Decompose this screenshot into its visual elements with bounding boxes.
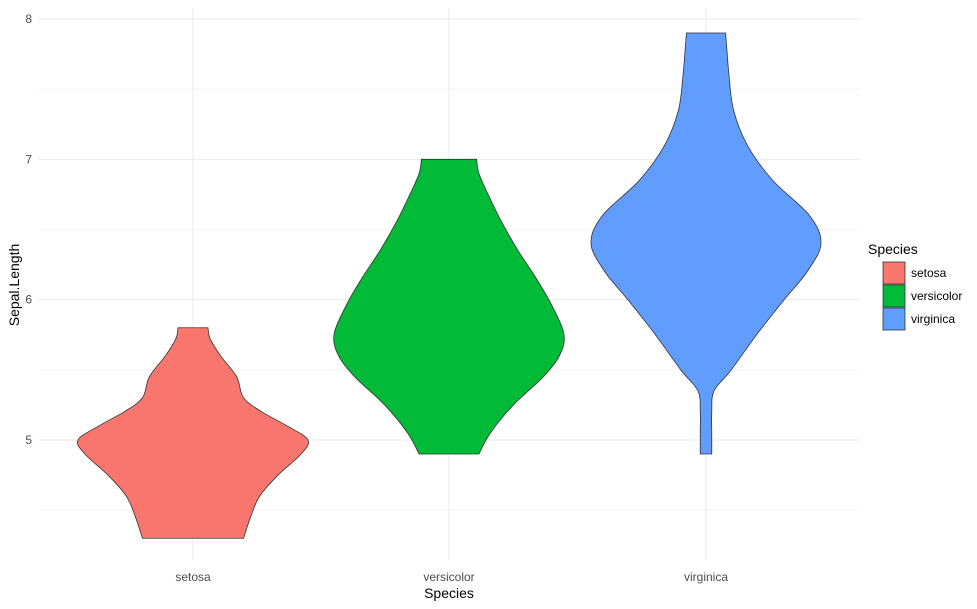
y-tick-label: 6 <box>25 293 32 307</box>
legend-label: versicolor <box>911 289 962 303</box>
legend-key-virginica <box>882 307 906 331</box>
y-axis-title: Sepal.Length <box>6 244 22 327</box>
axes: Species Sepal.Length 5 6 7 8 setosa versicolo… <box>6 12 728 601</box>
legend-key-setosa <box>882 261 906 285</box>
x-tick-label: virginica <box>684 570 728 584</box>
y-tick-label: 8 <box>25 12 32 26</box>
legend-title: Species <box>868 241 918 257</box>
violins <box>77 32 822 539</box>
violin-setosa <box>77 327 309 539</box>
y-tick-label: 5 <box>25 433 32 447</box>
legend-key-versicolor <box>882 284 906 308</box>
x-tick-label: setosa <box>175 570 211 584</box>
x-tick-label: versicolor <box>423 570 474 584</box>
violin-virginica <box>590 32 822 455</box>
legend-label: setosa <box>911 266 947 280</box>
x-axis-title: Species <box>424 585 474 601</box>
legend-label: virginica <box>911 312 955 326</box>
violin-versicolor <box>333 158 565 455</box>
legend: Species setosa versicolor virginica <box>868 241 962 331</box>
y-tick-label: 7 <box>25 152 32 166</box>
